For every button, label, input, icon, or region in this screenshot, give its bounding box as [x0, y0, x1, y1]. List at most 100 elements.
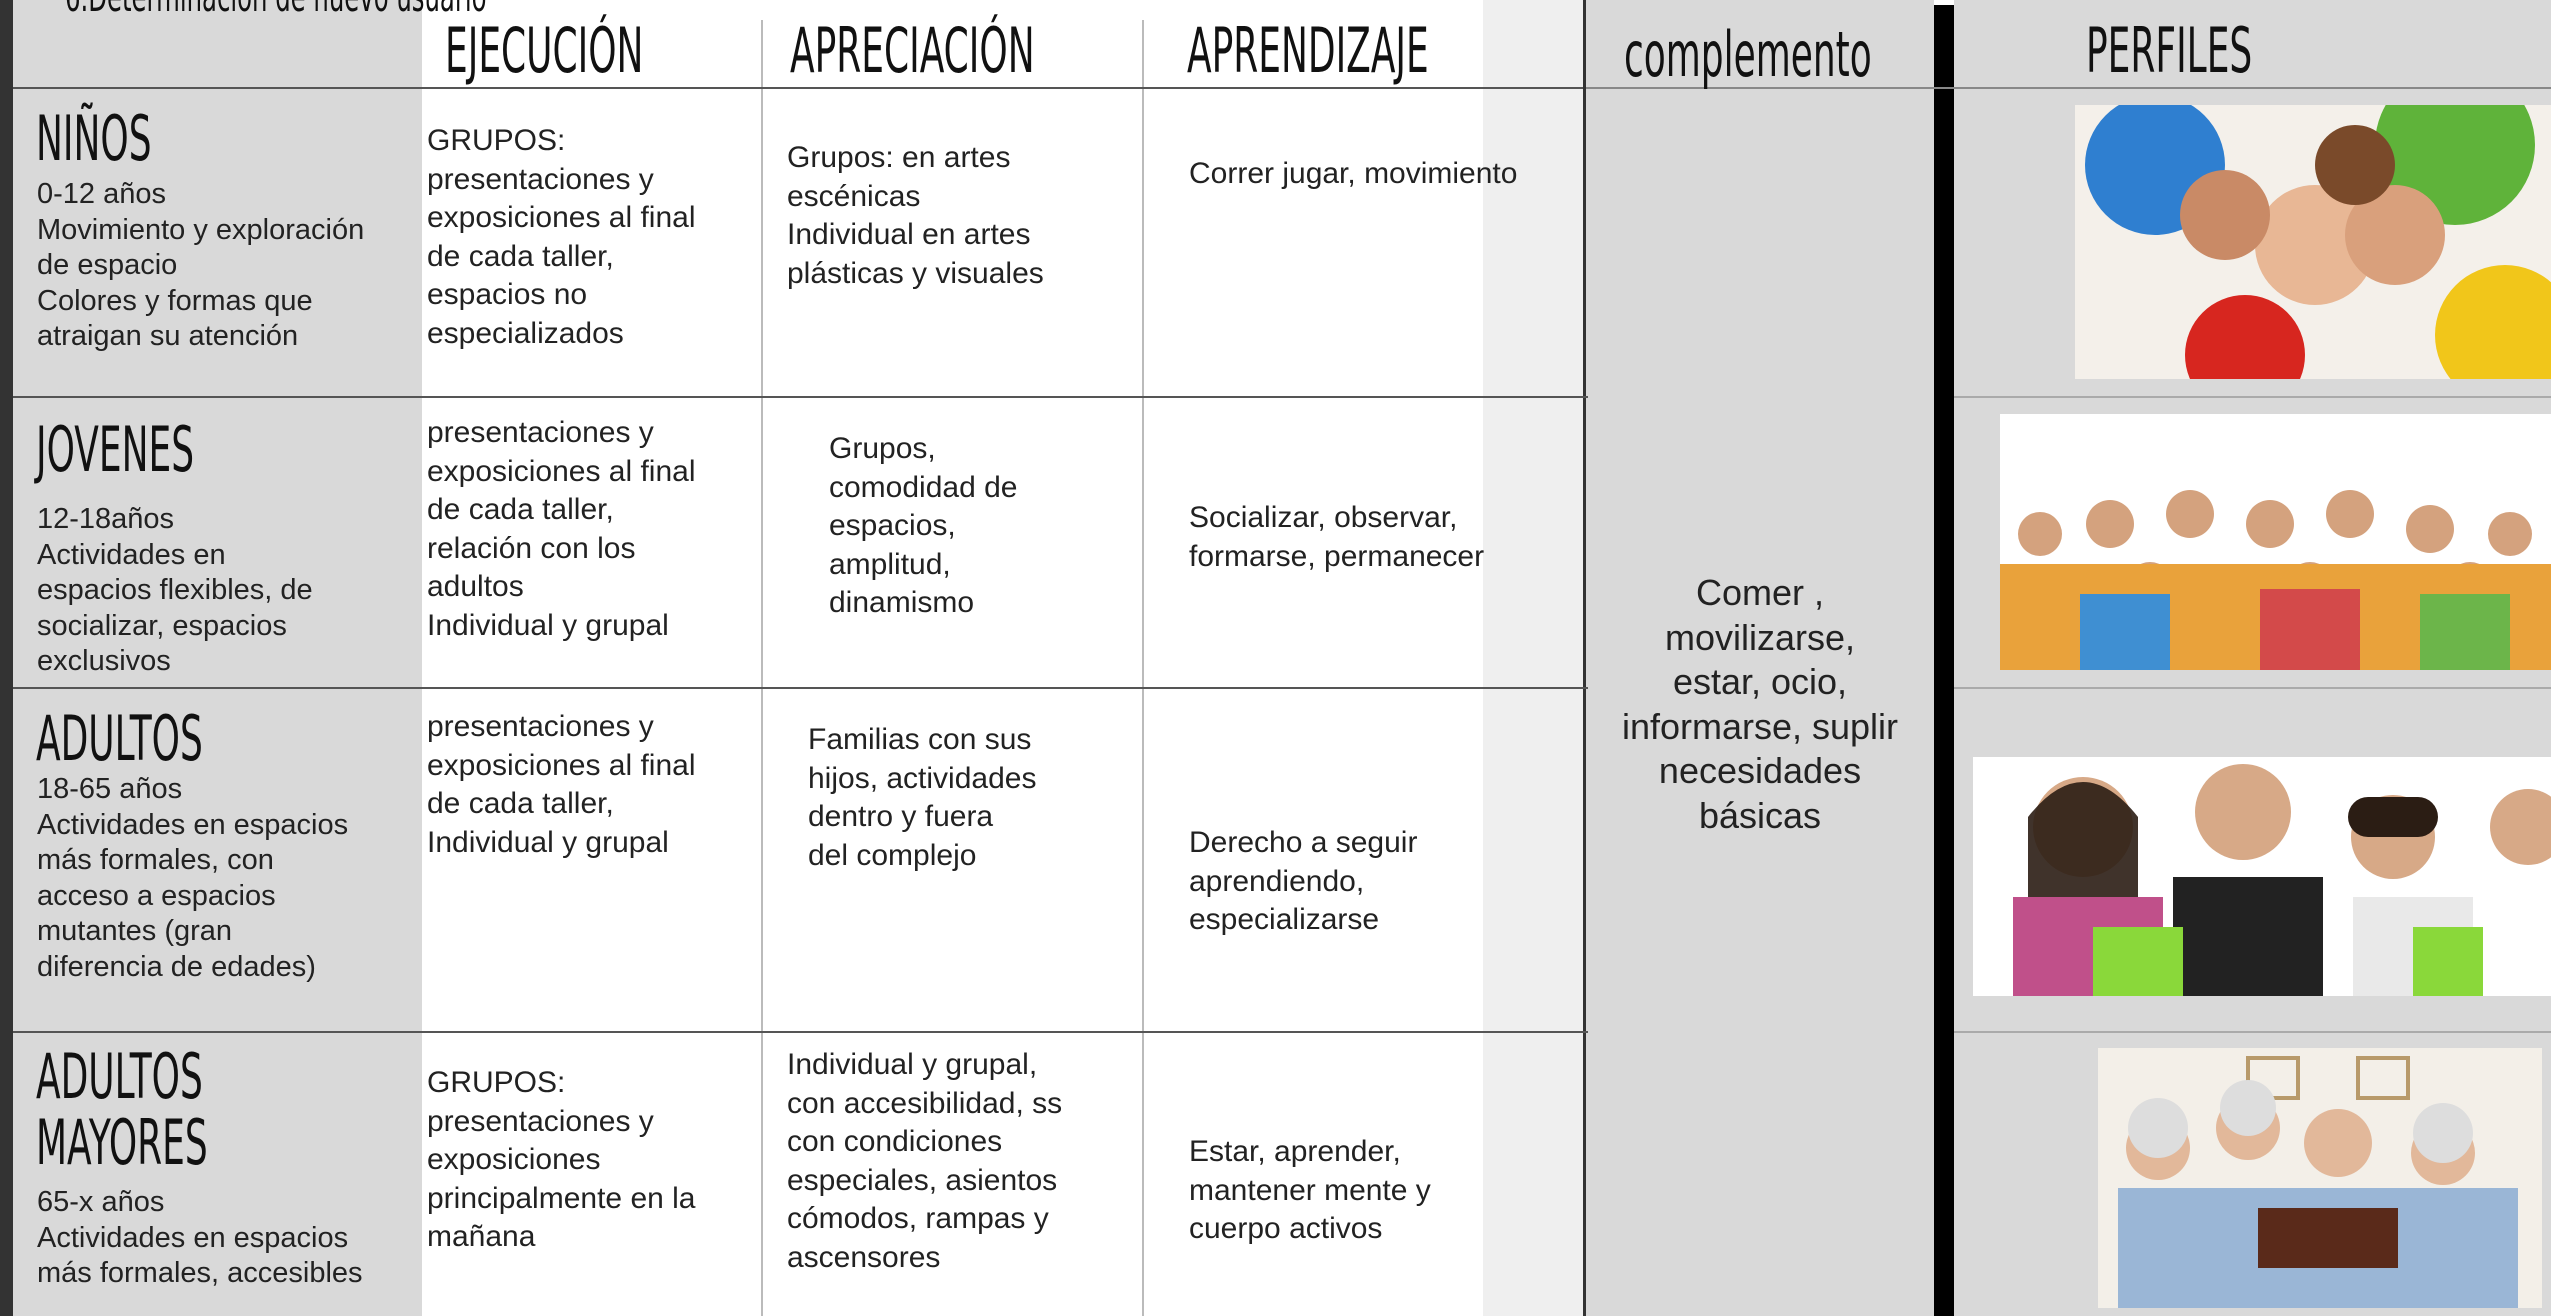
row-name: JOVENES [36, 417, 194, 483]
text-line: mutantes (gran [37, 915, 233, 947]
text-line: especiales, asientos [787, 1163, 1058, 1197]
text-line: más formales, accesibles [37, 1257, 363, 1289]
text-line: mañana [427, 1220, 536, 1253]
text-line: Estar, aprender, [1189, 1135, 1401, 1168]
text-line: con accesibilidad, ss [787, 1086, 1063, 1120]
text-line: relación con los [427, 531, 636, 565]
row-line [1954, 687, 2551, 689]
text-line: MAYORES [36, 1106, 208, 1179]
text-line: de cada taller, [427, 239, 614, 273]
row-description: 65-x años Actividades en espacios más form… [37, 1185, 363, 1292]
text-line: ascensores [787, 1240, 941, 1274]
text-line: 12-18años [37, 503, 175, 535]
text-line: exposiciones [427, 1143, 601, 1176]
row-line [1586, 87, 2551, 89]
text-line: informarse, suplir [1621, 705, 1899, 747]
ejecucion-cell: GRUPOS: presentaciones y exposiciones al f… [427, 122, 696, 353]
column-line [1142, 20, 1144, 1316]
text-line: Actividades en espacios [37, 808, 349, 841]
row-name: ADULTOS MAYORES [36, 1044, 208, 1176]
profile-photo [2000, 414, 2551, 670]
text-line: cuerpo activos [1189, 1212, 1383, 1245]
left-border [0, 0, 13, 1316]
text-line: con condiciones [787, 1125, 1003, 1158]
text-line: exclusivos [37, 645, 171, 677]
complemento-column [1586, 0, 1934, 1316]
text-line: exposiciones al final [427, 748, 696, 782]
text-line: principalmente en la [427, 1181, 696, 1215]
text-line: espacios flexibles, de [37, 574, 313, 606]
text-line: especializarse [1189, 903, 1380, 936]
profile-photo [2075, 105, 2551, 379]
text-line: amplitud, [829, 547, 951, 581]
row-description: 18-65 años Actividades en espacios más for… [37, 772, 348, 985]
row-line [1954, 396, 2551, 398]
column-header: PERFILES [2086, 14, 2253, 87]
text-line: Comer , [1695, 572, 1825, 613]
row-line [1954, 1031, 2551, 1033]
text-line: presentaciones y [427, 710, 654, 743]
apreciacion-cell: Individual y grupal, con accesibilidad, s… [787, 1046, 1062, 1277]
column-header: APRENDIZAJE [1187, 14, 1429, 87]
text-line: Individual y grupal [427, 608, 669, 642]
text-line: atraigan su atención [37, 320, 299, 352]
aprendizaje-cell: Correr jugar, movimiento [1189, 155, 1517, 194]
text-line: GRUPOS: [427, 1066, 566, 1099]
text-line: formarse, permanecer [1189, 539, 1485, 573]
text-line: socializar, espacios [37, 609, 287, 642]
text-line: necesidades [1658, 750, 1862, 791]
complemento-text: Comer , movilizarse, estar, ocio, informars… [1586, 571, 1934, 838]
text-line: ADULTOS [36, 1040, 203, 1113]
row-line [13, 687, 1588, 689]
text-line: plásticas y visuales [787, 256, 1044, 290]
text-line: Correr jugar, movimiento [1189, 157, 1518, 190]
text-line: presentaciones y [427, 162, 654, 196]
ejecucion-cell: presentaciones y exposiciones al final de … [427, 414, 696, 645]
text-line: dinamismo [829, 586, 975, 619]
apreciacion-cell: Grupos: en artes escénicas Individual en a… [787, 139, 1044, 293]
text-line: Individual y grupal [427, 825, 669, 859]
column-header: complemento [1624, 18, 1872, 91]
text-line: especializados [427, 316, 624, 350]
text-line: escénicas [787, 179, 921, 213]
text-line: de cada taller, [427, 787, 614, 820]
row-description: 0-12 años Movimiento y exploración de espa… [37, 177, 364, 355]
text-line: estar, ocio, [1672, 661, 1848, 702]
strip [1483, 0, 1583, 1316]
black-bar [1934, 5, 1954, 1316]
text-line: cómodos, rampas y [787, 1202, 1049, 1235]
text-line: Colores y formas que [37, 284, 313, 317]
column-header: APRECIACIÓN [790, 14, 1035, 87]
row-line [13, 396, 1588, 398]
row-name: NIÑOS [36, 106, 152, 172]
right-edge [2551, 0, 2563, 1316]
text-line: 65-x años [37, 1186, 165, 1218]
text-line: mantener mente y [1189, 1173, 1431, 1207]
text-line: ADULTOS [36, 702, 203, 775]
text-line: Derecho a seguir [1189, 826, 1418, 859]
text-line: de espacio [37, 249, 178, 281]
row-line [13, 87, 1583, 89]
divider [1583, 0, 1586, 1316]
text-line: hijos, actividades [808, 761, 1037, 795]
text-line: 0-12 años [37, 178, 166, 210]
text-line: Individual en artes [787, 218, 1031, 251]
text-line: dentro y fuera [808, 800, 994, 833]
aprendizaje-cell: Estar, aprender, mantener mente y cuerpo a… [1189, 1133, 1431, 1249]
apreciacion-cell: Familias con sus hijos, actividades dentro… [808, 721, 1036, 875]
text-line: Actividades en [37, 538, 226, 571]
text-line: NIÑOS [36, 102, 152, 175]
text-line: Familias con sus [808, 723, 1032, 756]
text-line: aprendiendo, [1189, 864, 1365, 898]
text-line: exposiciones al final [427, 454, 696, 488]
row-label-column [13, 0, 422, 1316]
aprendizaje-cell: Derecho a seguir aprendiendo, especializar… [1189, 824, 1417, 940]
text-line: espacios, [829, 509, 956, 542]
ejecucion-cell: GRUPOS: presentaciones y exposiciones princ… [427, 1064, 696, 1257]
text-line: Movimiento y exploración [37, 213, 365, 246]
text-line: Actividades en espacios [37, 1221, 349, 1254]
text-line: JOVENES [36, 413, 195, 486]
column-header: EJECUCIÓN [445, 14, 644, 87]
aprendizaje-cell: Socializar, observar, formarse, permanece… [1189, 499, 1484, 576]
